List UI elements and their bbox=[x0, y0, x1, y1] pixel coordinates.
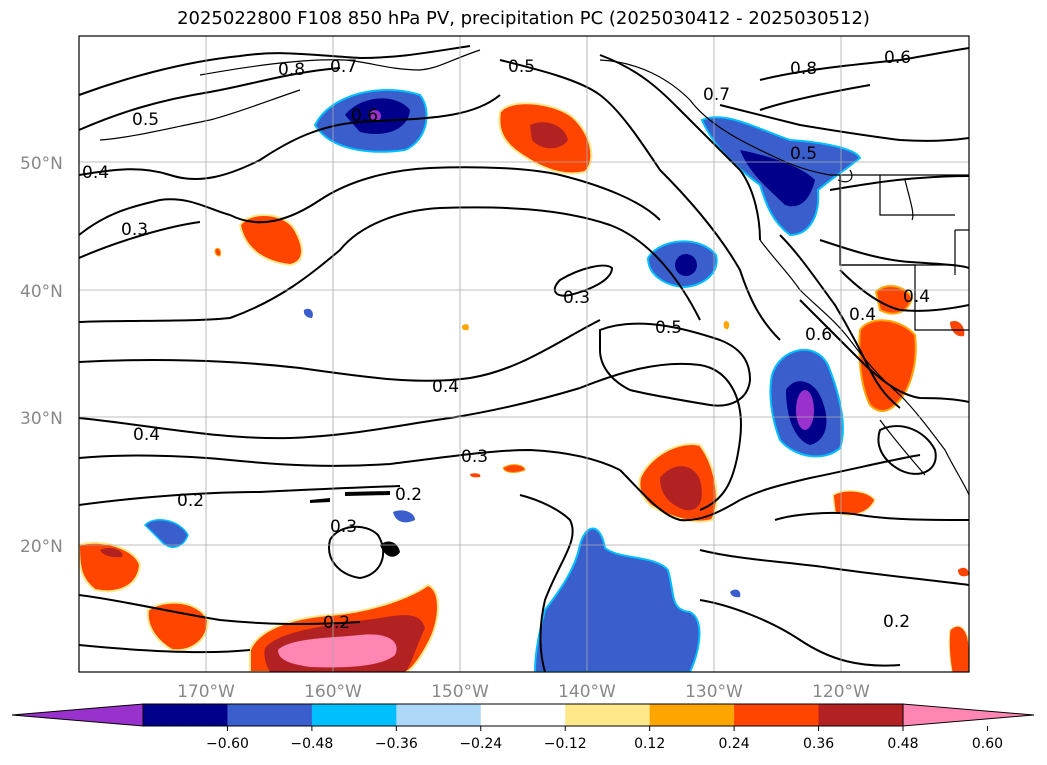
contour-label: 0.6 bbox=[351, 106, 378, 126]
graticule bbox=[79, 36, 969, 672]
contour-label: 0.6 bbox=[884, 48, 911, 68]
longitude-labels: 170°W 160°W 150°W 140°W 130°W 120°W bbox=[177, 682, 870, 702]
lon-label: 120°W bbox=[812, 682, 870, 702]
colorbar-tick-label: 0.48 bbox=[887, 736, 918, 752]
contour-label: 0.3 bbox=[330, 517, 357, 537]
lon-label: 140°W bbox=[558, 682, 616, 702]
contour-label: 0.5 bbox=[132, 110, 159, 130]
colorbar-tick-label: 0.24 bbox=[719, 736, 750, 752]
contour-label: 0.7 bbox=[330, 57, 357, 77]
colorbar-swatch bbox=[143, 704, 228, 726]
contour-label: 0.4 bbox=[133, 425, 160, 445]
positive-anomaly-layer bbox=[79, 102, 969, 672]
colorbar-swatch bbox=[311, 704, 397, 726]
contour-label: 0.7 bbox=[703, 85, 730, 105]
lon-label: 150°W bbox=[431, 682, 489, 702]
contour-label: 0.5 bbox=[508, 57, 535, 77]
lat-label: 20°N bbox=[20, 537, 63, 557]
colorbar-swatch bbox=[396, 704, 482, 726]
colorbar-tick-label: −0.60 bbox=[206, 736, 249, 752]
colorbar-tick-label: 0.36 bbox=[803, 736, 834, 752]
colorbar-swatch bbox=[227, 704, 313, 726]
colorbar-tick-label: −0.24 bbox=[459, 736, 502, 752]
contour-label: 0.3 bbox=[121, 220, 148, 240]
coastlines bbox=[99, 49, 969, 496]
lat-label: 40°N bbox=[20, 282, 63, 302]
colorbar-tick-label: 0.12 bbox=[634, 736, 665, 752]
colorbar-extension-max bbox=[902, 703, 1035, 727]
lon-label: 130°W bbox=[685, 682, 743, 702]
map-title: 2025022800 F108 850 hPa PV, precipitatio… bbox=[177, 8, 870, 29]
contour-label: 0.2 bbox=[395, 485, 422, 505]
colorbar-swatch bbox=[649, 704, 735, 726]
contour-label: 0.6 bbox=[805, 325, 832, 345]
colorbar: −0.60 −0.48 −0.36 −0.24 −0.12 0.12 0.24 0.36 0.4… bbox=[11, 703, 1035, 752]
contour-label: 0.8 bbox=[278, 60, 305, 80]
contour-labels: 0.8 0.7 0.5 0.6 0.5 0.8 0.6 0.7 0.5 0.4 … bbox=[82, 48, 930, 633]
contour-label: 0.2 bbox=[883, 612, 910, 632]
contour-label: 0.5 bbox=[790, 144, 817, 164]
colorbar-tick-label: −0.48 bbox=[290, 736, 333, 752]
colorbar-swatch bbox=[818, 704, 904, 726]
colorbar-frame bbox=[142, 703, 904, 727]
colorbar-tick-label: −0.12 bbox=[544, 736, 587, 752]
latitude-labels: 50°N 40°N 30°N 20°N bbox=[20, 154, 63, 557]
lon-label: 170°W bbox=[177, 682, 235, 702]
colorbar-swatch bbox=[734, 704, 820, 726]
map-frame bbox=[78, 35, 970, 673]
contour-label: 0.2 bbox=[323, 613, 350, 633]
colorbar-tick-label: 0.60 bbox=[972, 736, 1003, 752]
contour-label: 0.4 bbox=[903, 287, 930, 307]
contour-label: 0.8 bbox=[790, 59, 817, 79]
colorbar-swatch bbox=[480, 704, 566, 726]
colorbar-swatch bbox=[565, 704, 651, 726]
lat-label: 50°N bbox=[20, 154, 63, 174]
colorbar-extension-min bbox=[11, 703, 144, 727]
contour-label: 0.4 bbox=[82, 163, 109, 183]
lon-label: 160°W bbox=[304, 682, 362, 702]
pv-contours bbox=[79, 45, 969, 672]
contour-label: 0.3 bbox=[461, 447, 488, 467]
contour-label: 0.2 bbox=[177, 491, 204, 511]
lat-label: 30°N bbox=[20, 409, 63, 429]
contour-label: 0.3 bbox=[563, 288, 590, 308]
contour-label: 0.5 bbox=[655, 318, 682, 338]
contour-label: 0.4 bbox=[849, 305, 876, 325]
negative-anomaly-layer bbox=[143, 88, 862, 672]
contour-label: 0.4 bbox=[432, 377, 459, 397]
colorbar-tick-label: −0.36 bbox=[375, 736, 418, 752]
